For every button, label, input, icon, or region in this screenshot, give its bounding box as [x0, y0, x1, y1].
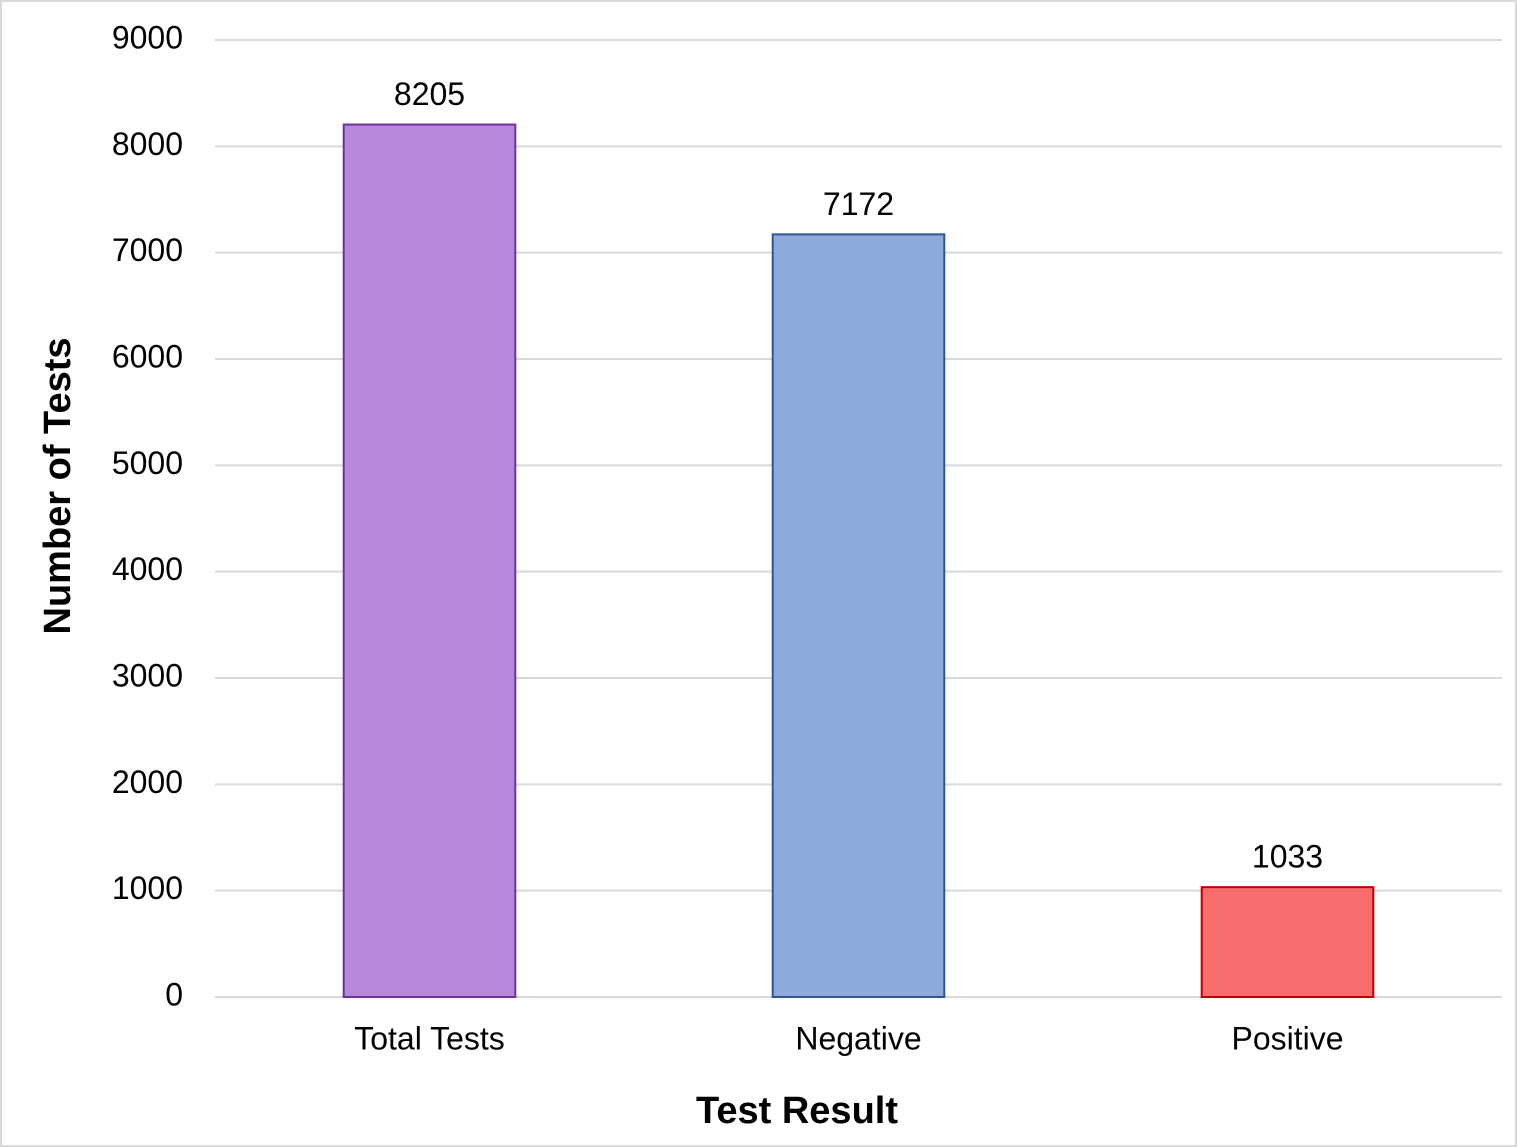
bar — [771, 233, 946, 999]
y-tick-label: 3000 — [112, 657, 183, 693]
x-tick-label: Total Tests — [354, 1020, 505, 1056]
y-tick-label: 1000 — [112, 870, 183, 906]
y-tick-label: 7000 — [112, 232, 183, 268]
x-tick-label: Negative — [795, 1020, 921, 1056]
x-tick-label: Positive — [1231, 1020, 1343, 1056]
y-tick-label: 6000 — [112, 338, 183, 374]
y-tick-label: 9000 — [112, 19, 183, 55]
bar — [1200, 886, 1375, 998]
y-tick-label: 5000 — [112, 445, 183, 481]
y-tick-label: 4000 — [112, 551, 183, 587]
data-label: 1033 — [1252, 839, 1323, 875]
bar — [342, 123, 517, 999]
y-tick-label: 2000 — [112, 764, 183, 800]
x-axis-label: Test Result — [696, 1090, 898, 1132]
y-tick-label: 0 — [165, 976, 183, 1012]
y-tick-label: 8000 — [112, 126, 183, 162]
y-axis-label: Number of Tests — [37, 337, 79, 634]
data-label: 7172 — [823, 186, 894, 222]
data-label: 8205 — [394, 76, 465, 112]
